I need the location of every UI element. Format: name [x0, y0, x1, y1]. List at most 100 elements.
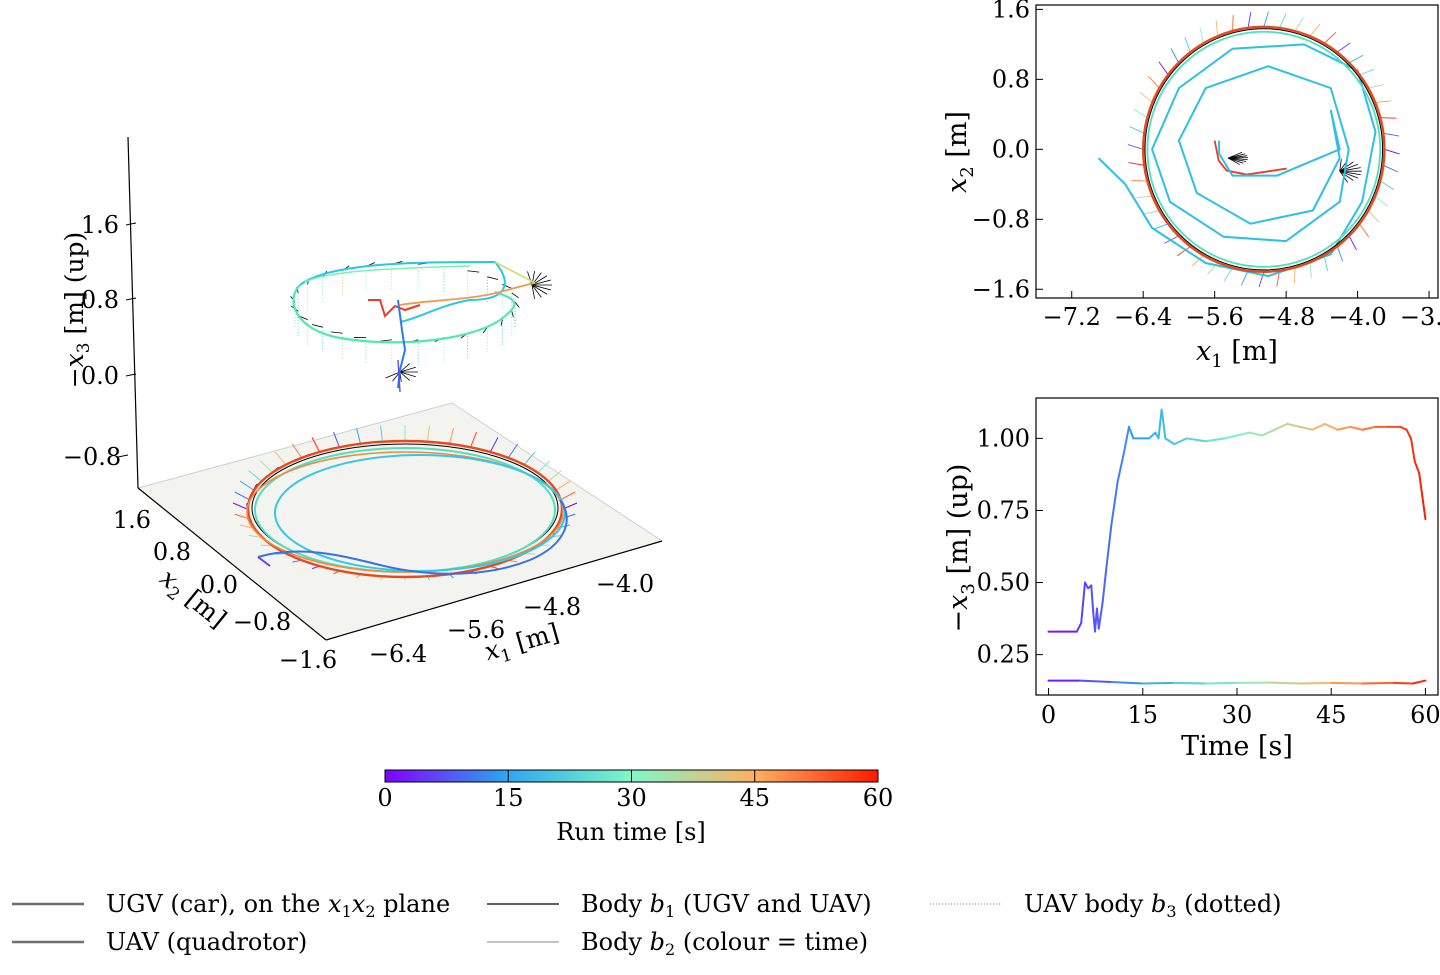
frame-mark: [556, 480, 571, 491]
ugv-path-outer: [1142, 25, 1386, 273]
frame-mark: [1131, 179, 1148, 182]
height-y-ticks: 0.25 0.50 0.75 1.00: [977, 424, 1043, 669]
frame-mark: [1367, 210, 1380, 223]
height-series-1-segment: [1330, 681, 1364, 685]
uav-path-line: [1097, 43, 1377, 278]
height-x-tick-label: 0: [1041, 701, 1056, 729]
height-series-0-segment: [1157, 408, 1163, 440]
frame-mark: [1323, 255, 1329, 272]
height-series-0-segment: [1204, 437, 1226, 443]
z-tick-label: 0.8: [81, 286, 119, 314]
z-axis-line: [127, 136, 139, 489]
height-series-0-segment: [1349, 425, 1364, 431]
frame-mark: [1128, 162, 1145, 166]
frame-mark: [1133, 108, 1148, 119]
frame-mark: [330, 331, 343, 334]
frame-mark: [1309, 262, 1312, 279]
frame-mark: [508, 443, 519, 458]
z-tick-mark: [117, 454, 129, 458]
frame-mark: [527, 271, 533, 286]
top-y-tick-label: −1.6: [972, 275, 1030, 303]
frame-mark: [234, 513, 249, 520]
frame-mark: [1293, 267, 1296, 284]
height-series-1-segment: [1267, 681, 1301, 685]
height-series-0-segment: [1090, 584, 1095, 613]
frame-mark: [1339, 164, 1359, 172]
height-series-0-segment: [1173, 437, 1188, 446]
colorbar-tick-label: 45: [739, 784, 770, 812]
height-series-0-segment: [1421, 495, 1427, 521]
frame-mark: [531, 284, 551, 291]
frame-mark: [274, 451, 286, 465]
colorbar-tick-label: 30: [616, 784, 647, 812]
top-view-panel: −7.2 −6.4 −5.6 −4.8 −4.0 −3.2 −1.6 −0.8 0.0 0.8 1…: [942, 0, 1440, 372]
frame-mark: [311, 324, 323, 328]
height-series-1-segment: [1141, 681, 1176, 685]
top-y-label: x2 [m]: [942, 111, 978, 193]
frame-mark: [561, 491, 576, 500]
height-series-1-segment: [1411, 679, 1427, 685]
frame-mark: [537, 460, 551, 473]
height-series-0-segment: [1298, 425, 1314, 431]
x-tick-label: −5.6: [447, 616, 505, 644]
top-y-tick-label: 1.6: [992, 0, 1030, 23]
top-x-tick-label: −6.4: [1114, 303, 1172, 331]
frame-mark: [1383, 132, 1400, 137]
height-series-0-segment: [1116, 451, 1125, 483]
frame-mark: [1223, 267, 1233, 282]
frame-mark: [1279, 13, 1287, 29]
frame-mark: [1339, 170, 1361, 176]
height-x-tick-label: 45: [1316, 701, 1347, 729]
colorbar-tick-label: 60: [863, 784, 894, 812]
height-vs-time-panel: 0 15 30 45 60 0.25 0.50 0.75 1.00 Time [s] −x3 …: [943, 397, 1440, 762]
y-tick-label: 0.0: [200, 571, 238, 599]
legend-label-b2: Body b2 (colour = time): [581, 928, 868, 959]
legend-label-b3: UAV body b3 (dotted): [1024, 890, 1282, 921]
z-axis-ticks: 1.6 0.8 0.0 −0.8: [63, 211, 137, 471]
top-y-ticks: −1.6 −0.8 0.0 0.8 1.6: [972, 0, 1043, 303]
legend-item-b1: Body b1 (UGV and UAV): [487, 890, 872, 921]
y-tick-label: −1.6: [279, 646, 337, 674]
y-tick-label: 0.8: [153, 538, 191, 566]
height-x-tick-label: 15: [1128, 701, 1159, 729]
frame-mark: [399, 371, 416, 378]
x-axis-ticks: −6.4 −5.6 −4.8 −4.0: [369, 570, 654, 668]
frame-mark: [1263, 11, 1269, 27]
frame-mark: [1359, 68, 1375, 76]
body-frame-marks: [1127, 11, 1400, 288]
frame-mark: [470, 431, 477, 448]
uav-flight-path: [290, 260, 552, 393]
z-axis-label: −x3 [m] (up): [60, 232, 94, 389]
frame-mark: [1184, 37, 1191, 53]
ugv-path-body: [1144, 28, 1384, 271]
height-series-0-segment: [1405, 428, 1412, 440]
uav-body-frame-marks: [290, 261, 552, 383]
height-series-0-segment: [1160, 408, 1167, 440]
frame-mark: [311, 437, 321, 453]
frame-mark: [239, 524, 254, 529]
frame-mark: [1139, 91, 1153, 103]
top-x-label: x1 [m]: [1196, 336, 1278, 372]
frame-mark: [1170, 48, 1179, 63]
frame-mark: [556, 524, 571, 529]
height-series-1-segment: [1110, 681, 1144, 685]
frame-mark: [1336, 42, 1351, 53]
frame-mark: [248, 534, 262, 538]
height-series-0-segment: [1122, 425, 1130, 454]
frame-mark: [234, 491, 249, 500]
frame-mark: [531, 284, 548, 295]
y-tick-label: −0.8: [233, 608, 291, 636]
frame-mark: [1323, 32, 1337, 44]
frame-mark: [467, 270, 480, 273]
frame-mark: [1375, 100, 1392, 103]
height-series-0-segment: [1286, 422, 1301, 428]
height-series: [1047, 408, 1427, 685]
frame-mark: [524, 451, 536, 465]
legend-label-ugv: UGV (car), on the x1x2 plane: [106, 890, 450, 921]
frame-mark: [291, 443, 302, 458]
frame-mark: [1359, 223, 1370, 238]
frame-mark: [548, 470, 562, 482]
height-y-tick-label: 0.25: [977, 641, 1030, 669]
frame-mark: [1384, 148, 1400, 155]
frame-mark: [232, 502, 248, 510]
